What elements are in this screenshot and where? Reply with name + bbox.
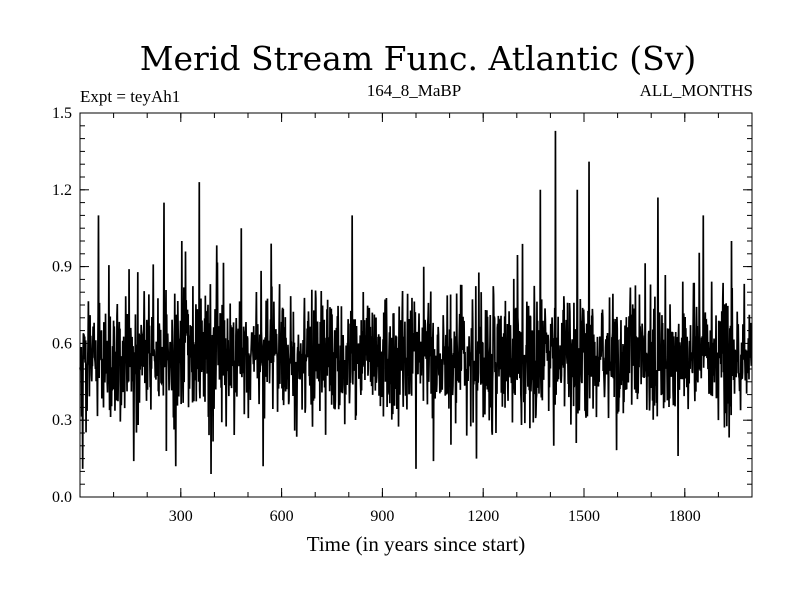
series-line [79,130,753,474]
x-tick-label: 300 [169,508,193,525]
x-tick-label: 1800 [669,508,701,525]
y-tick-label: 1.2 [52,182,72,199]
expt-label: Expt = teyAh1 [80,87,180,106]
y-tick-label: 0.0 [52,489,72,506]
period-label: 164_8_MaBP [367,81,461,100]
x-axis-label: Time (in years since start) [307,532,526,556]
y-tick-label: 0.6 [52,335,72,352]
chart-title: Merid Stream Func. Atlantic (Sv) [140,39,697,78]
x-tick-label: 1500 [568,508,600,525]
ticks-layer: 0.0 0.3 0.6 0.9 1.2 1.5 300 600 900 1200 1500 1800 [52,105,752,525]
y-tick-label: 0.9 [52,259,72,276]
y-tick-label: 0.3 [52,412,72,429]
x-tick-label: 1200 [467,508,499,525]
x-tick-label: 600 [270,508,294,525]
plot-frame [79,112,753,498]
months-label: ALL_MONTHS [640,81,753,100]
series-layer [79,130,753,474]
x-tick-label: 900 [370,508,394,525]
y-tick-label: 1.5 [52,105,72,122]
